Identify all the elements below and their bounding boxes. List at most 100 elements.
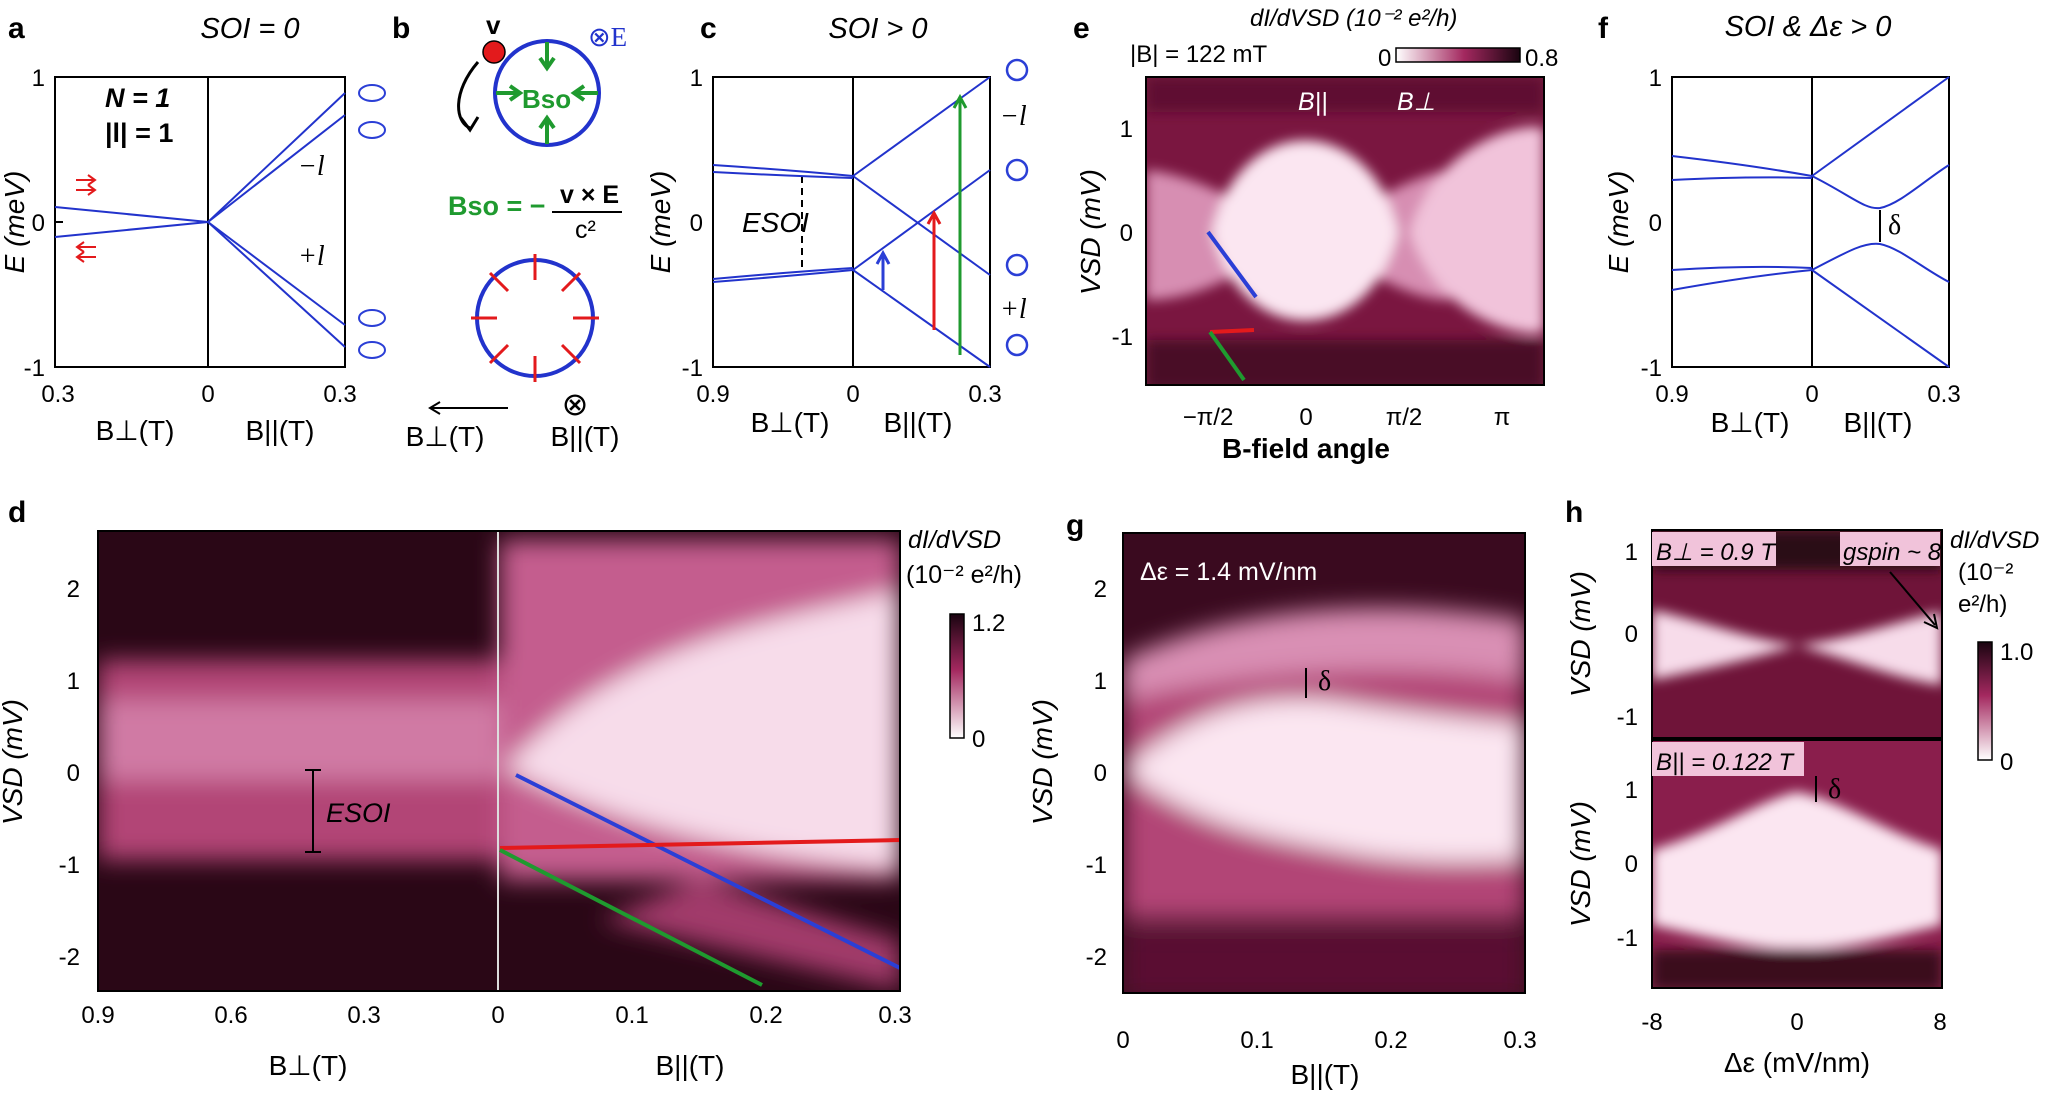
xtick-d-7: 0.3 [878, 1002, 911, 1029]
bso-arrows-b [496, 42, 598, 144]
xlabel-left-a: B⊥(T) [96, 415, 175, 446]
ylabel-c: E (meV) [645, 171, 676, 274]
xtick-f-2: 0 [1805, 381, 1818, 408]
delta-label-g: δ [1318, 666, 1331, 697]
ytick-d-2: 1 [67, 668, 80, 695]
ytick-c-3: -1 [682, 355, 703, 382]
xtick-h-2: 0 [1790, 1009, 1803, 1036]
ytick-a-2: 0 [32, 210, 45, 237]
xtick-e-3: π/2 [1386, 404, 1423, 431]
ylabel-d: VSD (mV) [0, 699, 28, 825]
panel-label-c: c [700, 12, 717, 45]
esoi-label-d: ESOI [326, 798, 391, 828]
ytick-g-3: 0 [1094, 760, 1107, 787]
xlabel-left-c: B⊥(T) [751, 407, 830, 438]
ytick-g-4: -1 [1086, 852, 1107, 879]
panel-f: f SOI & Δε > 0 1 0 -1 0.9 0 0.3 E (meV) … [1598, 11, 1961, 438]
xtick-f-3: 0.3 [1927, 381, 1960, 408]
panel-e: e |B| = 122 mT dI/dVSD (10⁻² e²/h) 0 0.8… [1073, 5, 1558, 464]
xlabel-right-a: B||(T) [246, 415, 315, 446]
cbar-max-e: 0.8 [1525, 45, 1558, 72]
ytick-g-2: 1 [1094, 668, 1107, 695]
panel-c: c SOI > 0 1 0 -1 0.9 0 0.3 E (meV) B⊥(T)… [645, 12, 1029, 438]
panel-h: h B⊥ = 0.9 T B|| = 0.122 T gspin ~ 8 δ 1 [1565, 496, 2039, 1078]
xtick-c-1: 0.9 [696, 381, 729, 408]
panel-label-e: e [1073, 12, 1090, 45]
panel-b: b v ⊗E Bso Bso = − v × E c² [392, 10, 627, 452]
ytick-d-5: -2 [59, 944, 80, 971]
branch-minus-c: −l [1000, 101, 1027, 132]
ytick-h-bottom-1: 1 [1625, 777, 1638, 804]
velocity-label-b: v [486, 10, 501, 40]
xtick-e-1: −π/2 [1183, 404, 1234, 431]
formula-lhs-b: Bso = − [448, 191, 546, 221]
xlabel-left-f: B⊥(T) [1711, 407, 1790, 438]
ytick-d-4: -1 [59, 852, 80, 879]
xlabel-h: Δε (mV/nm) [1724, 1047, 1870, 1078]
top-annot-h: B⊥ = 0.9 T [1656, 539, 1777, 566]
ytick-f-2: 0 [1649, 210, 1662, 237]
panel-label-d: d [8, 496, 26, 529]
xtick-h-1: -8 [1641, 1009, 1662, 1036]
panel-label-f: f [1598, 12, 1609, 45]
colorbar-d [949, 613, 965, 739]
annot-g: Δε = 1.4 mV/nm [1140, 558, 1317, 586]
cbar-title2-h: (10⁻² [1958, 559, 2013, 586]
orbit-icons-c [1005, 58, 1029, 357]
formula-num-b: v × E [560, 181, 619, 209]
ytick-h-bottom-2: 0 [1625, 851, 1638, 878]
xtick-a-2: 0 [201, 381, 214, 408]
delta-label-h: δ [1828, 774, 1841, 805]
panel-label-h: h [1565, 496, 1583, 529]
branch-plus-a: +l [298, 241, 325, 272]
ytick-a-3: -1 [24, 355, 45, 382]
energy-levels-c [712, 76, 991, 368]
xtick-c-3: 0.3 [968, 381, 1001, 408]
ytick-h-top-1: 1 [1625, 539, 1638, 566]
axes-frame-f [1671, 76, 1950, 368]
xlabel-right-b: B||(T) [551, 421, 620, 452]
axes-frame-d [97, 530, 901, 992]
orbit-icons-a [358, 84, 386, 359]
annot-bg-h-bottom [1652, 742, 1804, 776]
ytick-e-1: 1 [1120, 116, 1133, 143]
ytick-d-1: 2 [67, 576, 80, 603]
ylabel-f: E (meV) [1603, 171, 1634, 274]
axes-frame-e [1145, 76, 1545, 386]
xlabel-left-b: B⊥(T) [406, 421, 485, 452]
radial-field-arrows-b [471, 254, 599, 382]
gspin-label-h: gspin ~ 8 [1843, 539, 1942, 566]
colormap-h-bottom [1652, 740, 1942, 988]
xlabel-right-f: B||(T) [1844, 407, 1913, 438]
energy-levels-f [1671, 76, 1950, 368]
title-c: SOI > 0 [828, 13, 927, 45]
panel-a: a SOI = 0 1 0 -1 0.3 0 0.3 E (meV) B⊥(T)… [0, 12, 386, 446]
colormap-e [1146, 77, 1544, 385]
colorbar-e [1395, 47, 1521, 63]
branch-plus-c: +l [1000, 294, 1027, 325]
bottom-annot-h: B|| = 0.122 T [1656, 749, 1796, 776]
efield-dir-b: ⊗E [588, 22, 627, 52]
colormap-g [1123, 533, 1525, 993]
xtick-d-4: 0 [491, 1002, 504, 1029]
xtick-g-4: 0.3 [1503, 1027, 1536, 1054]
transition-arrows-c [875, 93, 968, 355]
colormap-d [98, 531, 900, 991]
cbar-max-h: 1.0 [2000, 639, 2033, 666]
spin-arrows-a [75, 174, 97, 263]
delta-label-f: δ [1888, 210, 1901, 241]
ytick-e-3: -1 [1112, 324, 1133, 351]
xtick-e-4: π [1494, 404, 1511, 431]
formula-den-b: c² [575, 216, 596, 244]
ylabel-g: VSD (mV) [1027, 699, 1058, 825]
annot-bg-h-top [1652, 532, 1776, 566]
panel-label-g: g [1066, 509, 1084, 542]
xlabel-left-d: B⊥(T) [269, 1050, 348, 1081]
xtick-a-3: 0.3 [323, 381, 356, 408]
xtick-g-1: 0 [1116, 1027, 1129, 1054]
ytick-e-2: 0 [1120, 220, 1133, 247]
xlabel-g: B||(T) [1291, 1059, 1360, 1090]
cbar-min-d: 0 [972, 726, 985, 753]
xtick-d-3: 0.3 [347, 1002, 380, 1029]
esoi-label-c: ESOI [742, 207, 809, 238]
